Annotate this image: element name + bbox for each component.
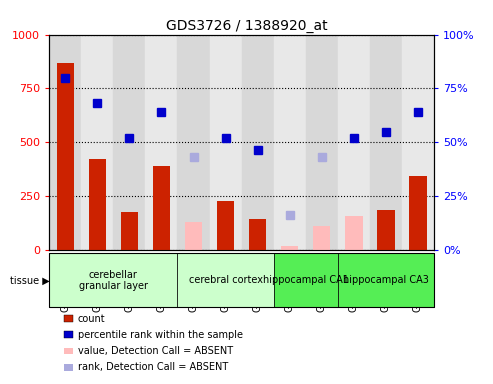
Bar: [377, 210, 394, 250]
Text: percentile rank within the sample: percentile rank within the sample: [78, 330, 243, 340]
Text: value, Detection Call = ABSENT: value, Detection Call = ABSENT: [78, 346, 233, 356]
Bar: [370, 35, 402, 250]
Bar: [313, 226, 330, 250]
Text: hippocampal CA1: hippocampal CA1: [263, 275, 349, 285]
Bar: [217, 201, 234, 250]
Text: rank, Detection Call = ABSENT: rank, Detection Call = ABSENT: [78, 362, 228, 372]
Bar: [402, 35, 434, 250]
Text: tissue ▶: tissue ▶: [10, 275, 50, 285]
Bar: [338, 35, 370, 250]
Text: count: count: [78, 314, 106, 324]
Bar: [57, 63, 74, 250]
Bar: [242, 35, 274, 250]
Text: cerebellar
granular layer: cerebellar granular layer: [79, 270, 148, 291]
Bar: [177, 35, 210, 250]
Bar: [409, 177, 426, 250]
Text: GDS3726 / 1388920_at: GDS3726 / 1388920_at: [166, 19, 327, 33]
Text: cerebral cortex: cerebral cortex: [188, 275, 263, 285]
Bar: [89, 159, 106, 250]
Bar: [81, 35, 113, 250]
Bar: [249, 220, 266, 250]
Bar: [49, 35, 81, 250]
Bar: [345, 216, 362, 250]
Bar: [121, 212, 138, 250]
Bar: [210, 35, 242, 250]
Bar: [281, 247, 298, 250]
Bar: [274, 35, 306, 250]
Bar: [306, 35, 338, 250]
Bar: [145, 35, 177, 250]
Bar: [185, 222, 202, 250]
Bar: [153, 166, 170, 250]
Bar: [113, 35, 145, 250]
Text: hippocampal CA3: hippocampal CA3: [343, 275, 429, 285]
